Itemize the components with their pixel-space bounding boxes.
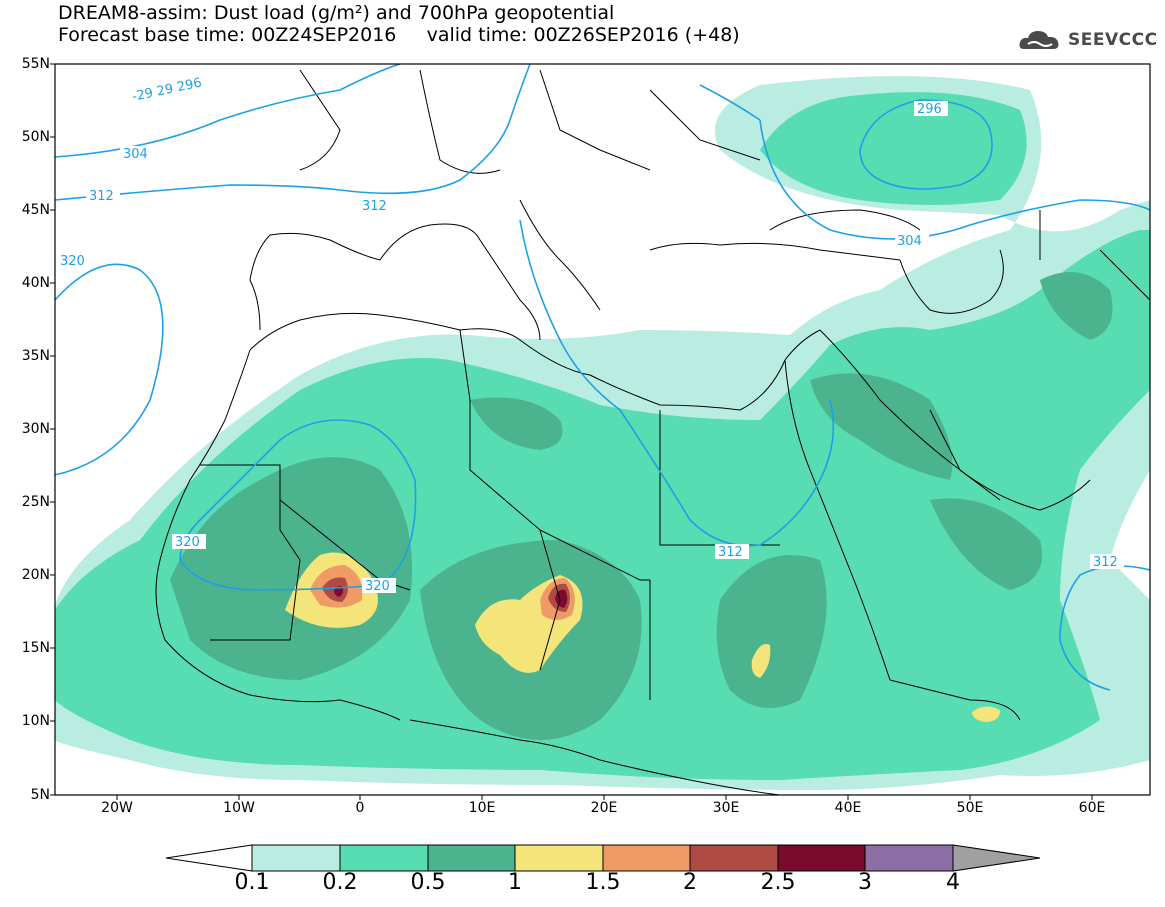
contour-label: 304 (123, 147, 148, 162)
dust-layer-0-2-black-sea (760, 92, 1027, 205)
lat-label: 35N (21, 348, 50, 364)
seevccc-logo: SEEVCCC (1018, 26, 1158, 54)
colorbar-level-label: 2.5 (760, 870, 796, 895)
lon-label: 0 (355, 800, 365, 816)
colorbar-under-triangle (165, 844, 253, 872)
colorbar-over-triangle (952, 844, 1041, 872)
colorbar-bin (514, 844, 604, 872)
colorbar-bin (251, 844, 341, 872)
lon-label: 30E (712, 800, 740, 816)
contour-label: 304 (897, 234, 922, 249)
lat-label: 50N (21, 129, 50, 145)
contour-label: 312 (362, 199, 387, 214)
lat-label: 55N (21, 56, 50, 72)
colorbar-level-label: 4 (946, 870, 960, 895)
colorbar (165, 844, 1041, 872)
cloud-logo-icon (1019, 31, 1059, 49)
colorbar-bin (689, 844, 779, 872)
lat-label: 5N (30, 787, 50, 803)
dust-layer-1-somalia (972, 706, 1000, 722)
dust-layer-0-5-sudan (716, 555, 827, 708)
colorbar-level-label: 1 (508, 870, 522, 895)
axis-ticks (50, 63, 1093, 800)
contour-label: 320 (175, 535, 200, 550)
contour-label: 320 (60, 254, 85, 269)
lat-label: 15N (21, 640, 50, 656)
map-subtitle: Forecast base time: 00Z24SEP2016 valid t… (58, 24, 740, 46)
dust-layer-0-5-iran (1040, 272, 1113, 340)
colorbar-level-label: 0.5 (410, 870, 446, 895)
colorbar-level-label: 3 (858, 870, 872, 895)
colorbar-bin (602, 844, 691, 872)
contour-label: 296 (917, 102, 942, 117)
lon-label: 20E (590, 800, 618, 816)
colorbar-level-label: 0.1 (234, 870, 270, 895)
colorbar-level-label: 0.2 (322, 870, 358, 895)
contour-label: 312 (1093, 555, 1118, 570)
colorbar-bin (427, 844, 516, 872)
dust-layer-0-5-arabia (810, 373, 953, 480)
contour-label: -29 29 296 (131, 76, 203, 105)
logo-text: SEEVCCC (1068, 30, 1158, 50)
lat-label: 40N (21, 275, 50, 291)
contour-label: 320 (365, 579, 390, 594)
geopotential-contours (55, 64, 1150, 691)
lat-label: 10N (21, 713, 50, 729)
dust-layer-0-5-arabia-2 (930, 498, 1042, 590)
dust-layer-1-sudan (751, 644, 771, 678)
map-title: DREAM8-assim: Dust load (g/m²) and 700hP… (58, 2, 615, 24)
lat-label: 25N (21, 494, 50, 510)
lon-label: 50E (956, 800, 984, 816)
dust-layer-0-5-libya (470, 397, 563, 450)
lon-label: 40E (834, 800, 862, 816)
colorbar-bin (777, 844, 866, 872)
contour-label: 312 (89, 189, 114, 204)
contour-label: 312 (718, 545, 743, 560)
lon-label: 20W (101, 800, 133, 816)
lon-label: 60E (1078, 800, 1106, 816)
colorbar-level-label: 1.5 (585, 870, 621, 895)
colorbar-bin (864, 844, 954, 872)
lat-label: 30N (21, 421, 50, 437)
lat-label: 45N (21, 202, 50, 218)
coastlines-borders (155, 69, 1150, 795)
dust-fields (55, 76, 1150, 791)
colorbar-level-label: 2 (683, 870, 697, 895)
lon-label: 10E (468, 800, 496, 816)
colorbar-bin (339, 844, 429, 872)
lon-label: 10W (223, 800, 255, 816)
lat-label: 20N (21, 567, 50, 583)
